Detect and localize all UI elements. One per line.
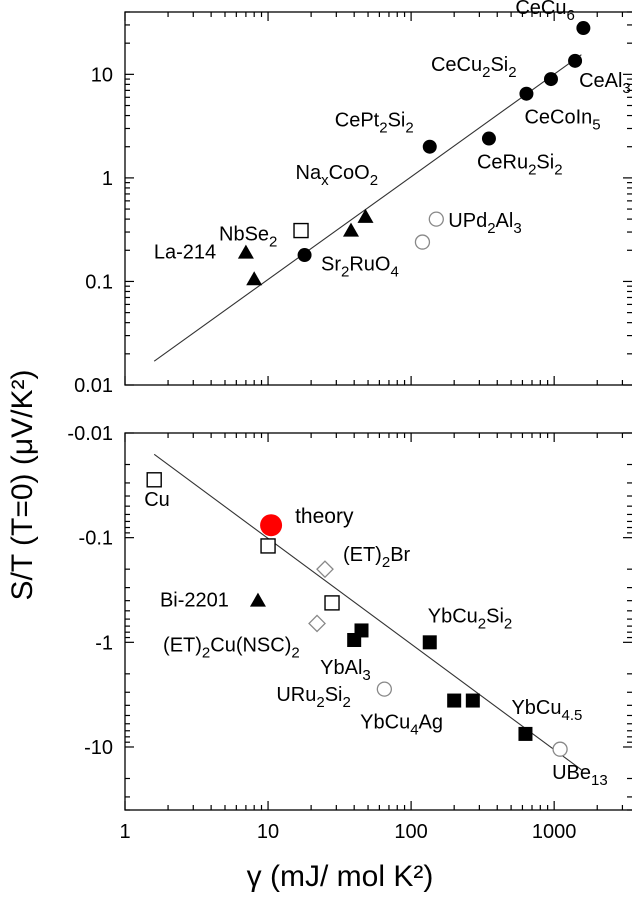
- point-label: YbAl3: [320, 657, 371, 684]
- y-tick-label: -0.01: [67, 423, 113, 445]
- data-point-circle-filled: [568, 53, 583, 68]
- y-tick-label: 1: [102, 168, 113, 190]
- data-point-square-open: [146, 472, 162, 488]
- point-label: La-214: [154, 242, 216, 264]
- point-label: CeCu2Si2: [431, 54, 517, 81]
- x-axis-ticks: 1 10 100 1000: [119, 821, 576, 843]
- x-tick-label: 10: [257, 821, 279, 843]
- point-label: (ET)2Cu(NSC)2: [163, 634, 300, 661]
- data-point-circle-open: [552, 741, 568, 757]
- point-label: CeAl3: [579, 70, 631, 97]
- data-point-triangle-filled: [237, 244, 254, 259]
- x-tick-label: 1000: [532, 821, 577, 843]
- point-label: Cu: [144, 489, 170, 511]
- data-point-circle-red-large: [260, 514, 283, 537]
- y-tick-label: -0.1: [79, 528, 113, 550]
- fit-line: [153, 54, 582, 362]
- point-label: YbCu2Si2: [428, 605, 513, 632]
- data-point-circle-filled: [297, 248, 312, 263]
- data-point-square-filled: [465, 693, 480, 708]
- point-label: CePt2Si2: [335, 110, 414, 137]
- data-point-circle-open: [376, 681, 392, 697]
- data-point-diamond-open: [308, 614, 326, 633]
- y-tick-label: 0.1: [85, 271, 113, 293]
- y-tick-label: -10: [84, 737, 113, 759]
- y-tick-label: -1: [95, 632, 113, 654]
- data-point-circle-open: [428, 211, 444, 227]
- point-label: CeRu2Si2: [477, 152, 563, 179]
- y-axis-label: S/T (T=0) (μV/K²): [6, 370, 39, 601]
- point-label: (ET)2Br: [343, 544, 411, 571]
- point-label: UBe13: [552, 762, 608, 789]
- point-label: Bi-2201: [160, 590, 229, 612]
- x-tick-label: 1: [119, 821, 130, 843]
- point-label: CeCoIn5: [524, 107, 600, 134]
- fit-line: [153, 453, 582, 771]
- data-point-circle-filled: [543, 72, 558, 87]
- data-point-square-open: [260, 538, 276, 554]
- point-label: YbCu4.5: [511, 697, 582, 724]
- data-point-triangle-filled: [246, 271, 263, 286]
- point-label: UPd2Al3: [448, 210, 521, 237]
- point-label: URu2Si2: [276, 684, 351, 711]
- point-label: CeCu6: [515, 0, 574, 24]
- data-point-triangle-filled: [357, 208, 374, 223]
- plot-frame: [124, 11, 632, 386]
- data-point-square-filled: [447, 693, 462, 708]
- data-point-square-filled: [422, 635, 437, 650]
- data-point-square-open: [293, 222, 309, 239]
- data-point-circle-filled: [519, 86, 534, 101]
- y-tick-label: 0.01: [74, 375, 113, 397]
- bottom-panel: -0.01 -0.1 -1 -10 Cu theory (ET)2Br Bi-2201 (ET)…: [67, 423, 632, 811]
- y-tick-label: 10: [91, 64, 113, 86]
- data-point-circle-filled: [422, 139, 437, 154]
- x-axis-label: γ (mJ/ mol K²): [247, 860, 434, 893]
- x-tick-label: 100: [394, 821, 427, 843]
- point-label: Sr2RuO4: [321, 254, 399, 281]
- point-label: NbSe2: [219, 224, 277, 251]
- data-point-square-filled: [518, 726, 533, 741]
- data-point-triangle-filled: [342, 222, 359, 237]
- point-label: NaxCoO2: [296, 162, 379, 189]
- data-point-circle-filled: [481, 131, 496, 146]
- data-point-diamond-open: [316, 560, 334, 579]
- data-point-triangle-filled: [249, 592, 266, 607]
- data-point-square-open: [324, 595, 340, 611]
- data-point-circle-filled: [576, 21, 591, 36]
- point-label: theory: [295, 505, 354, 528]
- data-point-square-filled: [354, 623, 369, 638]
- data-point-circle-open: [414, 234, 431, 250]
- point-label: YbCu4Ag: [360, 712, 443, 739]
